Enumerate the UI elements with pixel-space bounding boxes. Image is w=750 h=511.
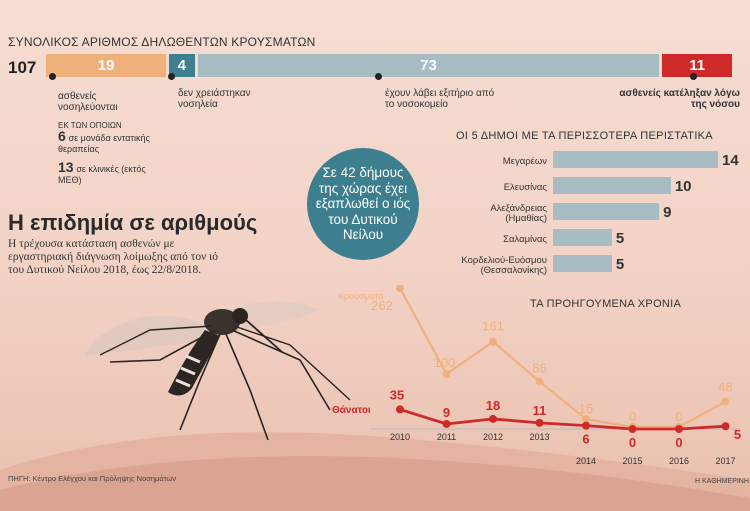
cases-point: [442, 370, 451, 378]
page-subtitle: Η τρέχουσα κατάσταση ασθενών με εργαστηρ…: [8, 238, 218, 276]
deaths-point: [442, 419, 451, 428]
deaths-point: [582, 421, 590, 430]
discharged-note: έχουν λάβει εξιτήριο από το νοσοκομείο: [385, 88, 495, 110]
cases-series-label: Κρούσματα: [338, 291, 384, 301]
municipalities-chart-title: ΟΙ 5 ΔΗΜΟΙ ΜΕ ΤΑ ΠΕΡΙΣΣΟΤΕΡΑ ΠΕΡΙΣΤΑΤΙΚΑ: [456, 130, 713, 142]
deaths-marker: [690, 73, 697, 80]
x-tick-label: 2013: [529, 432, 549, 442]
bar-label: Κορδελιού-Ευόσμου: [461, 255, 547, 266]
bar-value: 5: [616, 230, 624, 247]
deaths-value-label: 35: [390, 387, 404, 402]
clinic-note: 13 σε κλινικές (εκτός ΜΕΘ): [58, 159, 154, 186]
deaths-segment: 11: [662, 54, 732, 77]
previous-years-line-chart: 2010 2011 2012 2013 2014 2015 2016 2017 262 100 16…: [332, 285, 741, 466]
cases-value-label: 15: [579, 401, 593, 416]
cases-point: [721, 397, 730, 406]
cases-value-label: 262: [371, 298, 393, 313]
deaths-point: [535, 418, 544, 427]
deaths-value-label: 9: [443, 405, 450, 420]
bar-label: Σαλαμίνας: [503, 234, 547, 245]
deaths-line: [399, 408, 726, 431]
bar-value: 5: [616, 256, 624, 273]
deaths-point: [675, 425, 683, 433]
bar-value: 14: [722, 152, 739, 169]
x-tick-label: 2012: [483, 432, 503, 442]
discharged-segment: 73: [197, 54, 660, 77]
hospitalized-segment: 19: [46, 54, 167, 77]
deaths-point: [721, 422, 730, 431]
deaths-point: [489, 414, 497, 423]
credit-label: Η ΚΑΘΗΜΕΡΙΝΗ: [695, 478, 749, 485]
municipalities-bubble: Σε 42 δήμους της χώρας έχει εξαπλωθεί ο …: [307, 148, 419, 260]
x-tick-label: 2017: [715, 456, 735, 466]
bar: [553, 255, 612, 272]
total-cases: 107: [8, 58, 37, 77]
icu-note: 6 σε μονάδα εντατικής θεραπείας: [58, 128, 158, 155]
no-hospitalization-marker: [168, 73, 175, 80]
bubble-text: Σε 42 δήμους της χώρας έχει εξαπλωθεί ο …: [315, 165, 411, 243]
cases-value-label: 48: [718, 380, 732, 395]
no-hospitalization-segment: 4: [169, 54, 195, 77]
bar: [553, 151, 718, 168]
discharged-marker: [375, 73, 382, 80]
bar-label: Μεγαρέων: [503, 156, 547, 167]
deaths-value-label: 6: [582, 432, 589, 447]
bar-label-sub: (Ημαθίας): [505, 213, 547, 224]
deaths-point: [628, 425, 637, 433]
summary-title: ΣΥΝΟΛΙΚΟΣ ΑΡΙΘΜΟΣ ΔΗΛΩΘΕΝΤΩΝ ΚΡΟΥΣΜΑΤΩΝ: [8, 35, 316, 49]
icu-number: 6: [58, 128, 66, 144]
cases-point: [489, 337, 497, 346]
cases-line: [399, 287, 727, 429]
bar-label-sub: (Θεσσαλονίκης): [480, 265, 547, 276]
x-tick-label: 2016: [669, 456, 689, 466]
deaths-value-label: 18: [486, 398, 500, 413]
deaths-note: ασθενείς κατέληξαν λόγω της νόσου: [619, 88, 740, 110]
cases-value-label: 86: [532, 360, 546, 375]
x-tick-label: 2010: [390, 432, 410, 442]
hospitalized-note: ασθενείς νοσηλεύονται: [58, 91, 118, 113]
years-chart-title: ΤΑ ΠΡΟΗΓΟΥΜΕΝΑ ΧΡΟΝΙΑ: [530, 298, 682, 310]
bar: [553, 229, 612, 246]
cases-point: [582, 415, 590, 424]
cases-point: [396, 285, 404, 293]
x-tick-label: 2011: [437, 432, 456, 442]
deaths-value-label: 0: [629, 435, 636, 450]
bar-label: Ελευσίνας: [504, 182, 548, 193]
bar-value: 10: [675, 178, 692, 195]
cases-point: [535, 377, 544, 386]
deaths-value-label: 5: [734, 427, 741, 442]
hospitalized-marker: [49, 73, 56, 80]
bar-label: Αλεξάνδρειας: [490, 203, 547, 214]
page-title: Η επιδημία σε αριθμούς: [8, 210, 258, 235]
of-which-label: ΕΚ ΤΩΝ ΟΠΟΙΩΝ: [58, 121, 122, 130]
deaths-point: [396, 405, 404, 414]
x-tick-label: 2014: [576, 456, 596, 466]
cases-value-label: 100: [434, 355, 456, 370]
cases-value-label: 0: [629, 409, 636, 424]
deaths-value-label: 11: [533, 403, 547, 418]
cases-value-label: 161: [482, 319, 504, 334]
icu-text: σε μονάδα εντατικής θεραπείας: [58, 133, 150, 154]
municipalities-bar-chart: Μεγαρέων 14 Ελευσίνας 10 Αλεξάνδρειας(Ημαθία…: [461, 151, 739, 276]
bar: [553, 177, 671, 194]
bar: [553, 203, 660, 220]
clinic-text: σε κλινικές (εκτός ΜΕΘ): [58, 164, 146, 185]
clinic-number: 13: [58, 159, 74, 175]
x-tick-label: 2015: [622, 456, 642, 466]
cases-value-label: 0: [675, 409, 682, 424]
deaths-value-label: 0: [675, 435, 682, 450]
source-note: ΠΗΓΗ: Κέντρο Ελέγχου και Πρόληψης Νοσημά…: [8, 474, 177, 483]
no-hospitalization-note: δεν χρειάστηκαν νοσηλεία: [178, 88, 251, 110]
deaths-series-label: Θάνατοι: [332, 405, 371, 416]
bar-value: 9: [663, 204, 671, 221]
